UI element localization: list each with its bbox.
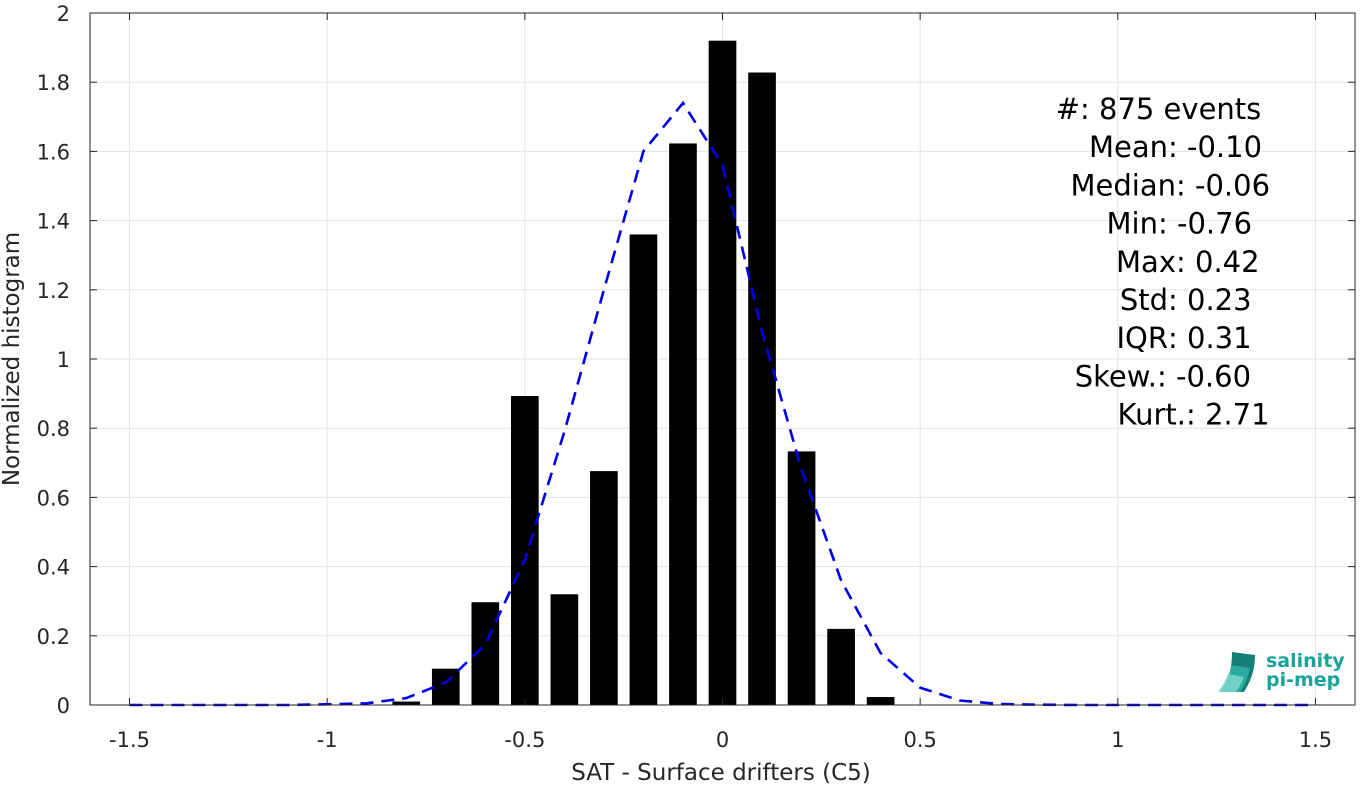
x-tick-label: 1 — [1111, 728, 1124, 752]
y-tick-label: 0 — [57, 694, 70, 718]
stat-value: : -0.10 — [1168, 130, 1262, 164]
histogram-bar — [708, 40, 737, 706]
histogram-bar — [748, 72, 776, 705]
y-tick-label: 0.8 — [37, 417, 70, 441]
logo-line1: salinity — [1266, 650, 1345, 672]
histogram-bar — [590, 471, 618, 705]
stat-label: # — [1056, 92, 1080, 126]
histogram-bar — [787, 451, 816, 705]
x-axis-label: SAT - Surface drifters (C5) — [571, 760, 871, 785]
stat-label: Std — [1120, 283, 1168, 317]
stat-value: : 875 events — [1080, 92, 1261, 126]
x-tick-label: -0.5 — [504, 728, 545, 752]
histogram-bar — [550, 594, 579, 705]
stat-value: : 0.23 — [1168, 283, 1252, 317]
y-tick-label: 1.4 — [37, 210, 70, 234]
y-tick-label: 1.2 — [37, 279, 70, 303]
y-tick-label: 1 — [57, 348, 70, 372]
histogram-bar — [431, 668, 460, 705]
histogram-bar — [511, 396, 539, 705]
y-tick-label: 0.4 — [37, 556, 70, 580]
stat-value: : -0.60 — [1157, 359, 1251, 393]
stat-value: : -0.76 — [1158, 207, 1252, 241]
logo-waves-icon — [1218, 652, 1255, 692]
bars-group — [392, 40, 895, 706]
y-tick-label: 1.8 — [37, 71, 70, 95]
stat-label: Max — [1116, 245, 1176, 279]
y-axis-ticks: 0 0.2 0.4 0.6 0.8 1 1.2 1.4 1.6 1.8 2 — [37, 2, 1355, 718]
stat-label: Mean — [1089, 130, 1168, 164]
y-axis-label: Normalized histogram — [0, 232, 25, 486]
stat-label: Min — [1107, 207, 1158, 241]
y-tick-label: 0.2 — [37, 625, 70, 649]
stats-panel: # : 875 events Mean : -0.10 Median : -0.06… — [1056, 92, 1270, 432]
x-tick-label: -1.5 — [109, 728, 150, 752]
histogram-bar — [866, 697, 895, 705]
histogram-bar — [827, 628, 855, 705]
x-axis-ticks: -1.5 -1 -0.5 0 0.5 1 1.5 — [109, 13, 1332, 752]
stat-value: : 2.71 — [1186, 398, 1270, 432]
x-tick-label: -1 — [317, 728, 338, 752]
logo-line2: pi-mep — [1266, 669, 1340, 691]
histogram-bar — [392, 701, 421, 705]
stat-value: : 0.42 — [1176, 245, 1260, 279]
y-tick-label: 2 — [57, 2, 70, 26]
stat-label: IQR — [1116, 321, 1168, 355]
stat-value: : 0.31 — [1168, 321, 1252, 355]
x-tick-label: 0 — [716, 728, 729, 752]
stat-label: Skew. — [1075, 359, 1157, 393]
stat-value: : -0.06 — [1176, 168, 1270, 202]
y-tick-label: 1.6 — [37, 140, 70, 164]
y-tick-label: 0.6 — [37, 486, 70, 510]
salinity-pimep-logo: salinity pi-mep — [1218, 650, 1345, 692]
stat-label: Median — [1071, 168, 1176, 202]
stat-label: Kurt. — [1118, 398, 1186, 432]
histogram-bar — [669, 143, 697, 705]
x-tick-label: 0.5 — [903, 728, 936, 752]
histogram-bar — [629, 234, 658, 705]
x-tick-label: 1.5 — [1299, 728, 1332, 752]
